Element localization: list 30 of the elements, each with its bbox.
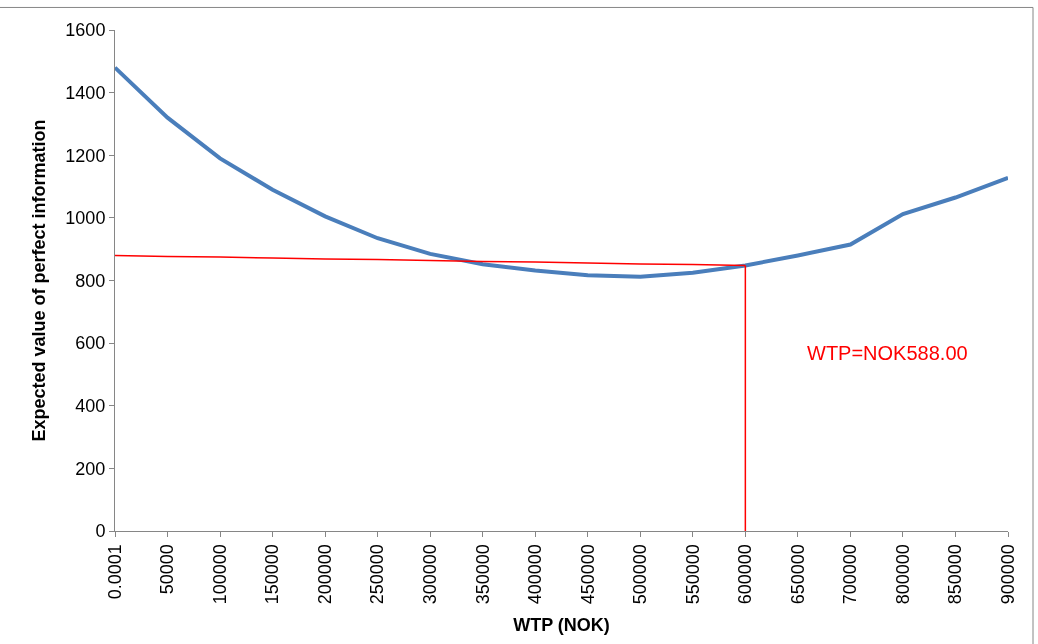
x-tick-label: 0.0001 bbox=[104, 544, 125, 600]
x-tick-label: 250000 bbox=[367, 544, 388, 605]
x-tick-label: 100000 bbox=[209, 544, 230, 605]
x-tick-label: 800000 bbox=[892, 544, 913, 605]
x-tick-label: 300000 bbox=[420, 544, 441, 605]
x-tick-label: 450000 bbox=[577, 544, 598, 605]
x-tick-label: 700000 bbox=[840, 544, 861, 605]
y-tick-label: 200 bbox=[75, 458, 106, 479]
x-tick-label: 600000 bbox=[735, 544, 756, 605]
x-tick-label: 500000 bbox=[630, 544, 651, 605]
x-tick-label: 850000 bbox=[945, 544, 966, 605]
x-tick-label: 650000 bbox=[787, 544, 808, 605]
x-tick-label: 550000 bbox=[682, 544, 703, 605]
y-tick-label: 1400 bbox=[65, 82, 106, 103]
y-tick-label: 1600 bbox=[65, 20, 106, 41]
y-tick-label: 600 bbox=[75, 333, 106, 354]
y-tick-label: 0 bbox=[95, 521, 106, 542]
y-tick-label: 1000 bbox=[65, 208, 106, 229]
y-tick-label: 800 bbox=[75, 270, 106, 291]
x-tick-label: 50000 bbox=[157, 544, 178, 595]
x-axis-title: WTP (NOK) bbox=[513, 615, 610, 636]
x-tick-label: 400000 bbox=[525, 544, 546, 605]
y-axis-title: Expected value of perfect information bbox=[28, 119, 49, 442]
x-tick-label: 150000 bbox=[262, 544, 283, 605]
y-tick-label: 1200 bbox=[65, 145, 106, 166]
x-tick-label: 350000 bbox=[472, 544, 493, 605]
annotation: WTP=NOK588.00 bbox=[807, 342, 968, 364]
y-tick-label: 400 bbox=[75, 396, 106, 417]
x-tick-label: 900000 bbox=[997, 544, 1018, 605]
x-tick-label: 200000 bbox=[314, 544, 335, 605]
